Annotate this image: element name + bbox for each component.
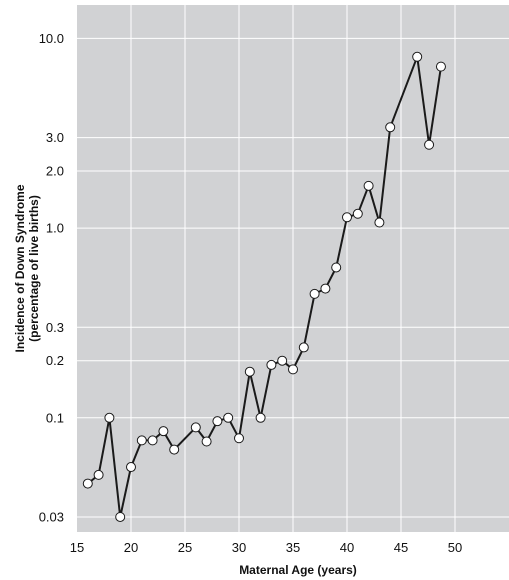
data-point (93, 469, 104, 480)
y-axis-title: Incidence of Down Syndrome (13, 184, 27, 352)
y-tick-label: 3.0 (46, 130, 64, 145)
data-point (424, 139, 435, 150)
x-tick-label: 35 (286, 540, 300, 555)
data-point (147, 435, 158, 446)
data-point (298, 342, 309, 353)
data-point (342, 212, 352, 223)
data-point (309, 288, 320, 299)
data-points (82, 51, 446, 522)
data-point (288, 364, 298, 375)
x-tick-labels: 15 20 25 30 35 40 45 50 (70, 540, 462, 555)
data-point (255, 412, 266, 423)
data-point (363, 180, 374, 191)
y-tick-label: 1.0 (46, 221, 64, 236)
data-point (212, 416, 223, 427)
data-point (169, 444, 180, 455)
grid (77, 5, 509, 532)
data-point (266, 359, 277, 370)
data-point (201, 436, 212, 447)
data-point (320, 283, 331, 294)
data-point (190, 422, 201, 433)
x-tick-label: 40 (340, 540, 354, 555)
data-point (158, 426, 169, 437)
x-tick-label: 15 (70, 540, 84, 555)
data-point (234, 433, 244, 444)
data-point (82, 478, 93, 489)
data-point (244, 366, 255, 377)
data-point (126, 462, 136, 473)
data-point (412, 51, 423, 62)
data-point (136, 435, 147, 446)
data-point (352, 208, 363, 219)
data-point (223, 412, 234, 423)
x-tick-label: 45 (394, 540, 408, 555)
data-point (385, 122, 396, 133)
x-tick-label: 25 (178, 540, 192, 555)
y-tick-label: 0.1 (46, 410, 64, 425)
data-point (115, 511, 126, 522)
x-tick-label: 20 (124, 540, 138, 555)
data-point (435, 61, 446, 72)
x-tick-label: 50 (448, 540, 462, 555)
data-point (374, 217, 385, 228)
x-tick-label: 30 (232, 540, 246, 555)
x-axis-title: Maternal Age (years) (239, 563, 357, 577)
data-point (331, 262, 342, 273)
y-tick-label: 0.2 (46, 353, 64, 368)
y-tick-labels: 0.03 0.1 0.2 0.3 1.0 2.0 3.0 10.0 (39, 31, 64, 525)
data-point (104, 412, 115, 423)
y-tick-label: 10.0 (39, 31, 64, 46)
y-tick-label: 0.03 (39, 509, 64, 524)
y-tick-label: 0.3 (46, 320, 64, 335)
y-tick-label: 2.0 (46, 163, 64, 178)
y-axis-subtitle: (percentage of live births) (27, 195, 41, 342)
data-point (277, 355, 288, 366)
